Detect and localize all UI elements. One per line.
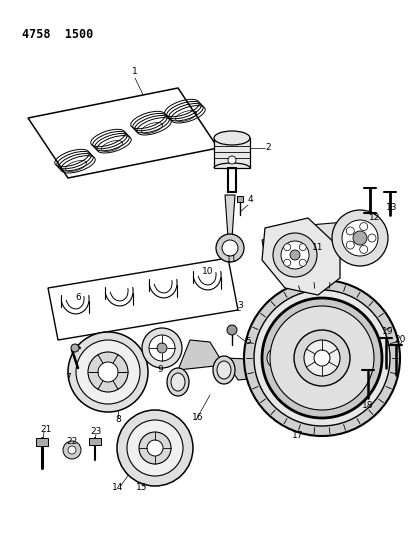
Circle shape [227,325,237,335]
Circle shape [270,306,374,410]
Ellipse shape [213,356,235,384]
Circle shape [244,280,400,436]
Circle shape [71,344,79,352]
Text: 15: 15 [136,483,148,492]
Polygon shape [262,218,340,295]
Circle shape [368,234,376,242]
Ellipse shape [214,131,250,145]
Circle shape [284,259,291,266]
Polygon shape [237,196,243,202]
Text: 9: 9 [157,366,163,375]
Circle shape [284,244,291,251]
Text: 17: 17 [292,431,304,440]
Circle shape [216,234,244,262]
Polygon shape [274,328,316,352]
Circle shape [299,244,306,251]
Polygon shape [28,88,218,178]
Polygon shape [224,358,274,380]
Circle shape [290,250,300,260]
Circle shape [157,343,167,353]
Circle shape [299,259,306,266]
Circle shape [228,156,236,164]
Text: 10: 10 [202,268,214,277]
Ellipse shape [309,346,323,364]
Text: 8: 8 [115,416,121,424]
Text: 22: 22 [67,438,78,447]
Polygon shape [262,222,368,256]
Circle shape [76,340,140,404]
Circle shape [68,446,76,454]
Text: 4: 4 [247,196,253,205]
Circle shape [332,210,388,266]
Circle shape [360,245,368,253]
Polygon shape [178,340,224,370]
Circle shape [262,298,382,418]
Circle shape [360,223,368,231]
Polygon shape [48,258,238,340]
Text: 1: 1 [132,68,138,77]
Circle shape [346,227,354,235]
Polygon shape [225,195,235,238]
Circle shape [63,441,81,459]
Ellipse shape [171,373,185,391]
Text: 11: 11 [312,244,324,253]
Polygon shape [89,438,101,445]
Circle shape [281,241,309,269]
Circle shape [88,352,128,392]
Text: 12: 12 [369,214,381,222]
Text: 16: 16 [192,414,204,423]
Text: 14: 14 [112,483,124,492]
Circle shape [149,335,175,361]
Circle shape [294,330,350,386]
Ellipse shape [167,368,189,396]
Circle shape [314,350,330,366]
Polygon shape [214,138,250,168]
Circle shape [342,220,378,256]
Circle shape [98,362,118,382]
Text: 18: 18 [362,400,374,409]
Circle shape [117,410,193,486]
Text: 3: 3 [237,301,243,310]
Ellipse shape [217,361,231,379]
Circle shape [139,432,171,464]
Circle shape [147,440,163,456]
Circle shape [346,241,354,249]
Circle shape [353,231,367,245]
Text: 2: 2 [265,143,271,152]
Text: 23: 23 [90,427,102,437]
Polygon shape [36,438,48,446]
Circle shape [304,340,340,376]
Circle shape [142,328,182,368]
Text: 5: 5 [245,337,251,346]
Circle shape [68,332,148,412]
Text: 11: 11 [226,255,238,264]
Text: 19: 19 [382,327,394,336]
Circle shape [127,420,183,476]
Text: 6: 6 [75,294,81,303]
Ellipse shape [263,344,285,372]
Ellipse shape [267,349,281,367]
Text: 20: 20 [394,335,406,344]
Ellipse shape [305,341,327,369]
Text: 13: 13 [386,204,398,213]
Circle shape [273,233,317,277]
Circle shape [254,290,390,426]
Text: 21: 21 [40,425,52,434]
Circle shape [222,240,238,256]
Text: 4758  1500: 4758 1500 [22,28,93,41]
Text: 7: 7 [65,374,71,383]
